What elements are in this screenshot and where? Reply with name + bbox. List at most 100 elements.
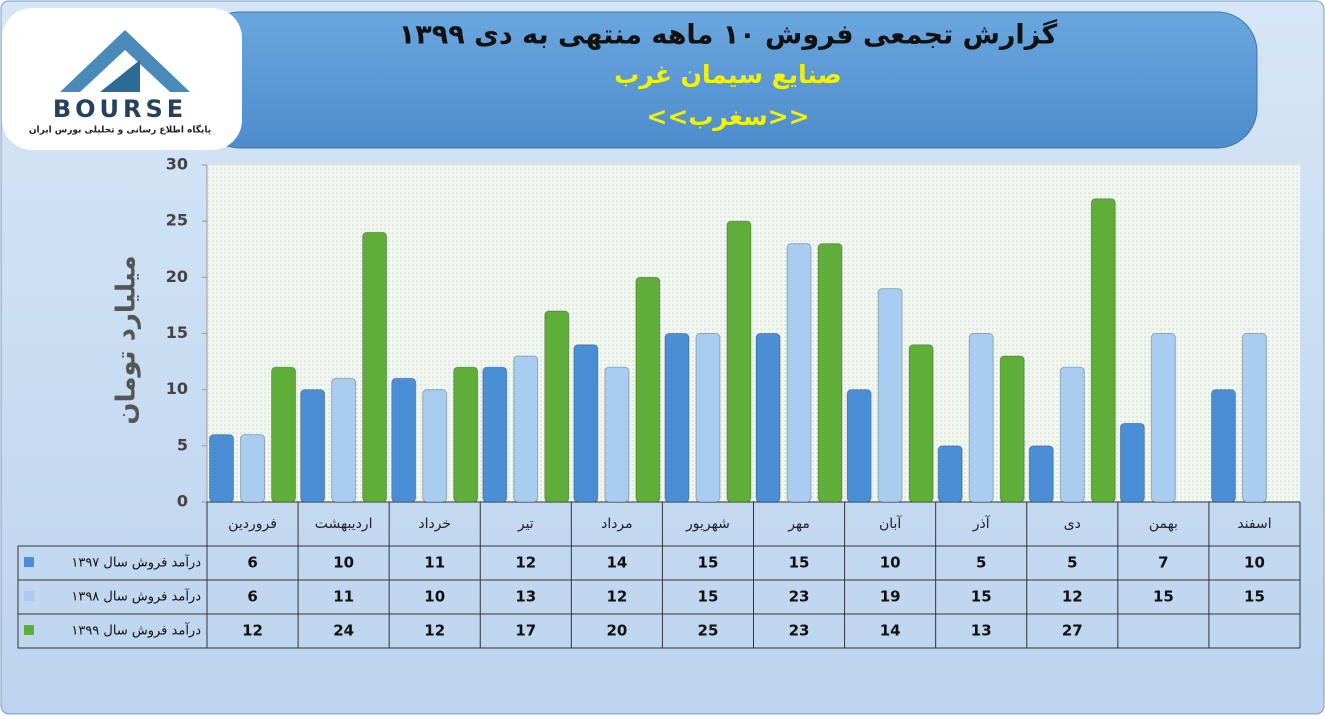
table-value: 15 [1244, 588, 1265, 606]
table-value: 10 [880, 554, 901, 572]
y-tick-label: 10 [166, 379, 188, 398]
bar [635, 276, 661, 503]
table-value: 15 [1153, 588, 1174, 606]
logo: BOURSE پایگاه اطلاع رسانی و تحلیلی بورس … [2, 8, 242, 150]
table-value: 14 [880, 622, 901, 640]
bar [968, 333, 994, 503]
table-value: 23 [789, 622, 810, 640]
bar [1028, 445, 1054, 503]
chart-title: گزارش تجمعی فروش ۱۰ ماهه منتهی به دی ۱۳۹… [399, 19, 1058, 51]
bar [1241, 333, 1267, 503]
bar [846, 389, 872, 503]
legend-label: درآمد فروش سال ۱۳۹۹ [71, 622, 201, 639]
table-value: 12 [606, 588, 627, 606]
bar [1210, 389, 1236, 503]
x-tick-label: آبان [879, 515, 902, 532]
bar [937, 445, 963, 503]
legend-swatch [24, 557, 34, 567]
table-value: 10 [1244, 554, 1265, 572]
bar [1119, 422, 1145, 503]
table-value: 23 [789, 588, 810, 606]
legend-swatch [24, 591, 34, 601]
bar [544, 310, 570, 503]
bar [1150, 333, 1176, 503]
table-value: 6 [247, 588, 257, 606]
bar [422, 389, 448, 503]
table-value: 11 [333, 588, 354, 606]
legend-label: درآمد فروش سال ۱۳۹۷ [71, 554, 201, 571]
bar [695, 333, 721, 503]
x-tick-label: بهمن [1149, 516, 1178, 532]
bar [664, 333, 690, 503]
table-value: 10 [424, 588, 445, 606]
bar [271, 366, 297, 503]
bar [300, 389, 326, 503]
x-tick-label: آذر [972, 515, 991, 532]
x-tick-label: اردیبهشت [315, 516, 373, 532]
table-value: 24 [333, 622, 354, 640]
bar [513, 355, 539, 503]
x-tick-label: مرداد [601, 516, 633, 532]
table-value: 11 [424, 554, 445, 572]
table-value: 17 [515, 622, 536, 640]
bar [877, 288, 903, 503]
bar [755, 333, 781, 503]
table-value: 14 [606, 554, 627, 572]
logo-tagline: پایگاه اطلاع رسانی و تحلیلی بورس ایران [29, 124, 211, 136]
x-tick-label: اسفند [1237, 516, 1271, 532]
y-tick-label: 30 [166, 155, 188, 174]
y-tick-label: 0 [177, 492, 188, 511]
x-tick-label: خرداد [418, 516, 451, 532]
table-value: 15 [698, 554, 719, 572]
table-value: 7 [1158, 554, 1168, 572]
bar [240, 434, 266, 503]
chart-subtitle: صنایع سیمان غرب [614, 60, 842, 90]
table-value: 5 [976, 554, 986, 572]
table-value: 12 [242, 622, 263, 640]
table-value: 15 [971, 588, 992, 606]
y-tick-label: 5 [177, 435, 188, 454]
bar [1090, 198, 1116, 503]
table-value: 5 [1067, 554, 1077, 572]
x-tick-label: تیر [517, 516, 534, 532]
x-tick-label: شهریور [685, 516, 730, 532]
y-tick-label: 15 [166, 323, 188, 342]
bar [453, 366, 479, 503]
x-tick-label: مهر [787, 516, 810, 532]
table-value: 13 [971, 622, 992, 640]
y-tick-label: 25 [166, 211, 188, 230]
table-value: 12 [424, 622, 445, 640]
table-value: 25 [698, 622, 719, 640]
table-value: 6 [247, 554, 257, 572]
bar [362, 231, 388, 503]
logo-shape [60, 30, 190, 92]
bar [391, 377, 417, 503]
legend-swatch [24, 625, 34, 635]
bar [331, 377, 357, 503]
bar [604, 366, 630, 503]
legend-label: درآمد فروش سال ۱۳۹۸ [71, 588, 201, 605]
y-tick-label: 20 [166, 267, 188, 286]
bar [1059, 366, 1085, 503]
x-tick-label: دی [1064, 516, 1081, 532]
chart-symbol: <<سغرب>> [646, 102, 809, 132]
plot-area [207, 165, 1300, 502]
bar [786, 243, 812, 503]
table-value: 12 [515, 554, 536, 572]
logo-name: BOURSE [53, 95, 187, 123]
bar [817, 243, 843, 503]
table-value: 10 [333, 554, 354, 572]
bar [209, 434, 235, 503]
table-value: 20 [606, 622, 627, 640]
table-value: 27 [1062, 622, 1083, 640]
bar [726, 220, 752, 503]
table-value: 19 [880, 588, 901, 606]
table-value: 15 [789, 554, 810, 572]
bar [908, 344, 934, 503]
bar [482, 366, 508, 503]
table-value: 12 [1062, 588, 1083, 606]
bar [573, 344, 599, 503]
logo-shape [100, 60, 140, 92]
bar [999, 355, 1025, 503]
